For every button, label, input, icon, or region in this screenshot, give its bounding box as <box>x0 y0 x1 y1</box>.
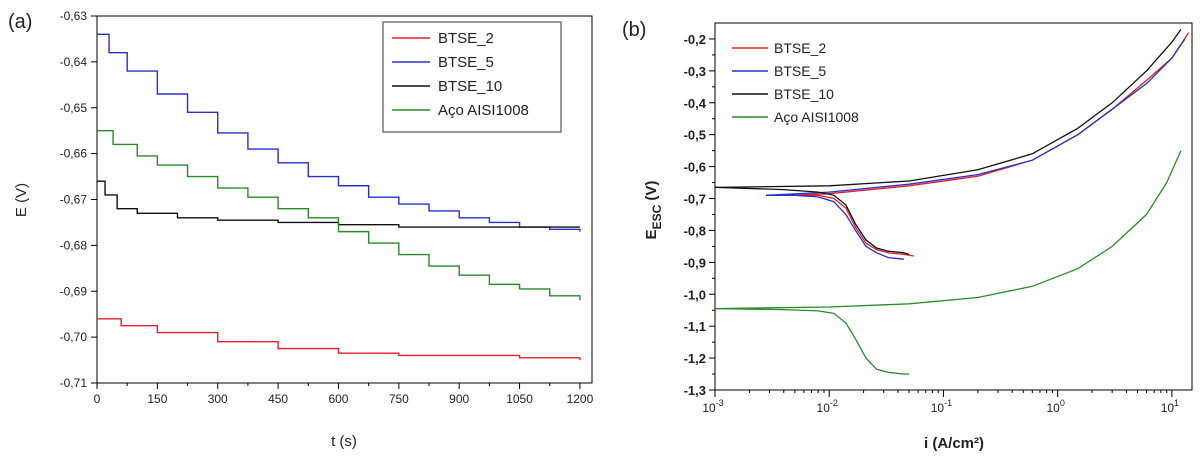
panel-a-series <box>97 33 581 361</box>
a-ytick-label: -0,63 <box>60 9 88 23</box>
b-xtick-label: 10-1 <box>931 398 952 415</box>
panel-a-legend-box <box>382 21 562 133</box>
legend-b-label-aco: Aço AISI1008 <box>774 109 859 125</box>
panel-b-ticks: 10-3 10-2 10-1 100 101 -0,2 -0,3 -0,4 -0,5 -0,6 -0… <box>684 32 1179 415</box>
b-xtick-label: 10-3 <box>702 398 723 415</box>
a-ytick-label: -0,71 <box>60 376 88 390</box>
b-ytick-label: -1,3 <box>684 383 706 398</box>
legend-a-label-btse5: BTSE_5 <box>438 54 494 71</box>
a-xtick-label: 1050 <box>506 392 533 406</box>
legend-b-label-btse2: BTSE_2 <box>774 40 826 56</box>
panel-b-label: (b) <box>622 19 646 41</box>
panel-b-x-label: i (A/cm²) <box>924 435 984 452</box>
b-ytick-label: -0,2 <box>684 32 706 47</box>
b-xtick-label: 10-2 <box>817 398 838 415</box>
a-ytick-label: -0,68 <box>60 238 88 252</box>
a-xtick-label: 150 <box>147 392 167 406</box>
b-ytick-label: -0,7 <box>684 192 706 207</box>
a-series-BTSE_5 <box>97 33 581 232</box>
b-anodic-Aco <box>714 150 1182 310</box>
b-cathodic-Aco <box>714 307 910 375</box>
panel-a-x-label: t (s) <box>331 433 357 450</box>
panel-a-label: (a) <box>8 11 32 33</box>
panel-b: (b) 10-3 10-2 10-1 100 101 -0,2 -0,3 -0,4 -0,5 -0… <box>622 19 1193 452</box>
a-series-BTSE_2 <box>97 318 581 361</box>
legend-a-label-btse2: BTSE_2 <box>438 30 494 47</box>
legend-b-label-btse5: BTSE_5 <box>774 63 826 79</box>
b-anodic-BTSE_10 <box>714 29 1182 189</box>
a-xtick-label: 600 <box>328 392 348 406</box>
b-cathodic-BTSE_10 <box>714 186 910 256</box>
b-ytick-label: -1,1 <box>684 319 706 334</box>
b-cathodic-BTSE_5 <box>766 194 904 260</box>
a-ytick-label: -0,64 <box>60 55 88 69</box>
b-ytick-label: -1,2 <box>684 351 706 366</box>
legend-a-label-aco: Aço AISI1008 <box>438 102 529 119</box>
b-xtick-label: 100 <box>1046 398 1064 415</box>
b-ytick-label: -1,0 <box>684 287 706 302</box>
a-xtick-label: 900 <box>449 392 469 406</box>
legend-b-label-btse10: BTSE_10 <box>774 86 834 102</box>
b-xtick-label: 101 <box>1161 398 1179 415</box>
b-anodic-BTSE_5 <box>766 38 1186 196</box>
b-ytick-label: -0,6 <box>684 160 706 175</box>
panel-b-y-label: EESC (V) <box>643 181 664 240</box>
b-cathodic-BTSE_2 <box>789 194 914 257</box>
panel-a-legend: BTSE_2 BTSE_5 BTSE_10 Aço AISI1008 <box>382 21 562 133</box>
a-xtick-label: 750 <box>389 392 409 406</box>
panel-b-legend: BTSE_2 BTSE_5 BTSE_10 Aço AISI1008 <box>732 40 859 125</box>
b-ytick-label: -0,9 <box>684 255 706 270</box>
b-ytick-label: -0,5 <box>684 128 706 143</box>
a-ytick-label: -0,69 <box>60 284 88 298</box>
a-xtick-label: 300 <box>208 392 228 406</box>
panel-b-plot-frame <box>714 22 1193 391</box>
a-series-BTSE_10 <box>97 180 580 228</box>
a-ytick-label: -0,66 <box>60 147 88 161</box>
b-ytick-label: -0,3 <box>684 64 706 79</box>
b-ytick-label: -0,4 <box>684 96 707 111</box>
panel-b-series <box>714 29 1190 375</box>
legend-a-label-btse10: BTSE_10 <box>438 78 502 95</box>
a-xtick-label: 0 <box>94 392 101 406</box>
a-xtick-label: 450 <box>268 392 288 406</box>
a-xtick-label: 1200 <box>567 392 594 406</box>
panel-a: (a) 0 150 300 450 600 750 900 1050 1200 -0,63 -0,6… <box>8 9 594 450</box>
panel-a-y-label: E (V) <box>13 183 30 217</box>
a-ytick-label: -0,67 <box>60 193 88 207</box>
panel-a-ticks: 0 150 300 450 600 750 900 1050 1200 -0,63 -0,64 -0,… <box>60 9 594 406</box>
a-series-Aco <box>97 129 581 301</box>
a-ytick-label: -0,65 <box>60 101 88 115</box>
a-ytick-label: -0,70 <box>60 330 88 344</box>
b-ytick-label: -0,8 <box>684 223 706 238</box>
